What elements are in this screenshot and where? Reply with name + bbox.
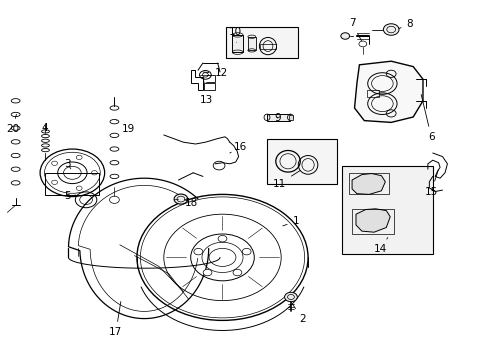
Text: 9: 9	[274, 113, 281, 123]
Text: 1: 1	[282, 216, 299, 226]
Text: 17: 17	[109, 302, 122, 337]
Bar	[266, 139, 337, 184]
Bar	[260, 44, 275, 49]
Text: 13: 13	[199, 89, 213, 105]
Text: 10: 10	[229, 27, 242, 42]
Text: 15: 15	[424, 170, 437, 197]
Bar	[288, 115, 293, 120]
Circle shape	[383, 24, 398, 35]
Polygon shape	[355, 209, 389, 232]
Circle shape	[174, 194, 187, 204]
Text: 12: 12	[203, 68, 227, 78]
Text: 4: 4	[41, 123, 48, 133]
Circle shape	[242, 248, 250, 255]
Text: 16: 16	[229, 142, 247, 153]
Bar	[266, 114, 290, 121]
Bar	[342, 166, 432, 254]
Text: 8: 8	[398, 19, 412, 30]
Bar	[247, 37, 255, 50]
Circle shape	[340, 33, 349, 39]
Bar	[204, 83, 215, 90]
Text: 14: 14	[372, 238, 387, 254]
Circle shape	[203, 269, 211, 276]
Bar	[45, 173, 99, 195]
Circle shape	[284, 292, 297, 302]
Bar	[232, 35, 243, 52]
Polygon shape	[351, 174, 385, 194]
Text: 20: 20	[6, 114, 19, 134]
Bar	[366, 90, 378, 97]
Bar	[225, 27, 298, 58]
Polygon shape	[354, 61, 422, 122]
Text: 18: 18	[184, 198, 198, 208]
Text: 7: 7	[348, 18, 361, 41]
Text: 19: 19	[116, 121, 135, 134]
Text: 11: 11	[272, 171, 299, 189]
Bar	[204, 75, 215, 82]
Circle shape	[233, 269, 242, 276]
Circle shape	[194, 248, 203, 255]
Circle shape	[218, 235, 226, 242]
Text: 6: 6	[420, 95, 434, 142]
Text: 5: 5	[64, 191, 76, 201]
Text: 3: 3	[64, 159, 71, 169]
Text: 2: 2	[292, 304, 305, 324]
